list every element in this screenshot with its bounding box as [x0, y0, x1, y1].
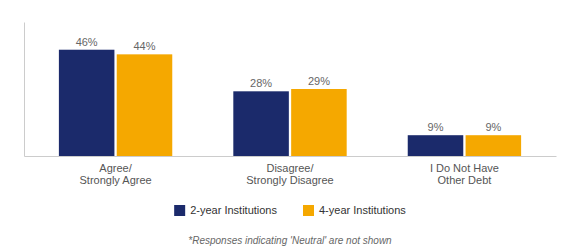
bar [117, 54, 173, 156]
data-label: 44% [133, 40, 155, 52]
legend-label: 4-year Institutions [319, 204, 406, 216]
x-tick: I Do Not HaveOther Debt [430, 156, 499, 186]
bar-series [117, 54, 521, 156]
legend-item: 2-year Institutions [174, 204, 277, 216]
bar [408, 135, 464, 156]
data-label: 46% [76, 36, 98, 48]
data-label: 28% [250, 77, 272, 89]
x-axis: Agree/Strongly Agree Disagree/Strongly Di… [25, 156, 557, 186]
data-label: 29% [308, 75, 330, 87]
legend: 2-year Institutions 4-year Institutions [174, 204, 406, 216]
bar [59, 50, 115, 156]
legend-swatch [174, 205, 185, 216]
x-tick-label: Agree/Strongly Agree [79, 162, 151, 187]
legend-label: 2-year Institutions [190, 204, 277, 216]
legend-swatch [303, 205, 314, 216]
bars [59, 50, 521, 156]
data-labels: 46% 28% 9% 44% 29% 9% [76, 36, 502, 133]
chart: 46% 28% 9% 44% 29% 9% Agree/Strongly Agree Disa… [0, 0, 580, 252]
bar-series [59, 50, 463, 156]
x-tick: Disagree/Strongly Disagree [246, 156, 333, 186]
x-axis-line [25, 156, 557, 157]
x-tick-label: Disagree/Strongly Disagree [246, 162, 333, 187]
bar [291, 89, 347, 156]
data-label: 9% [485, 121, 501, 133]
y-axis-line [24, 23, 25, 157]
bar [233, 91, 289, 156]
plot: 46% 28% 9% 44% 29% 9% Agree/Strongly Agree Disa… [25, 23, 557, 187]
data-label: 9% [428, 121, 444, 133]
x-tick: Agree/Strongly Agree [79, 156, 151, 186]
bar [466, 135, 522, 156]
legend-item: 4-year Institutions [303, 204, 406, 216]
y-axis [24, 23, 25, 157]
x-tick-label: I Do Not HaveOther Debt [430, 162, 499, 187]
footnote: *Responses indicating 'Neutral' are not … [188, 235, 392, 246]
